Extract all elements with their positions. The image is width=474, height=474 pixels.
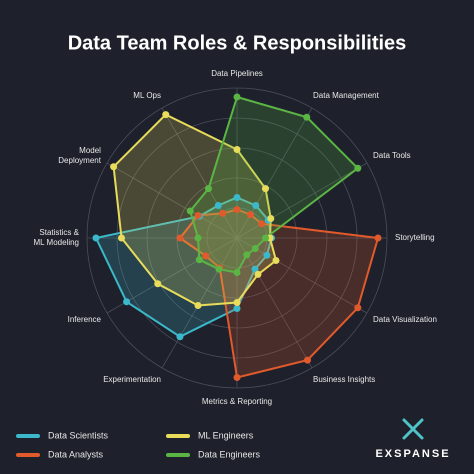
data-point <box>233 194 241 201</box>
data-point <box>118 234 125 242</box>
data-point <box>176 333 184 341</box>
grid-spoke <box>236 237 368 314</box>
data-point <box>233 374 241 381</box>
axis-label: Metrics & Reporting <box>202 397 272 406</box>
axis-label: Experimentation <box>103 375 161 384</box>
data-point <box>194 212 202 219</box>
data-point <box>233 206 241 213</box>
data-point <box>194 234 202 242</box>
data-point <box>374 234 382 242</box>
data-point <box>186 207 194 215</box>
data-point <box>304 356 311 364</box>
data-point <box>233 305 241 312</box>
grid-spoke <box>236 237 313 369</box>
data-point <box>162 111 170 119</box>
data-point <box>202 252 210 260</box>
data-point <box>303 113 311 121</box>
chart-title: Data Team Roles & Responsibilities <box>68 32 407 54</box>
data-point <box>195 256 203 264</box>
data-point <box>243 251 251 259</box>
logo-icon <box>402 418 424 440</box>
legend-label: Data Scientists <box>48 430 109 440</box>
data-point <box>205 185 212 193</box>
axis-label: Statistics & ML Modeling <box>33 228 79 247</box>
data-point <box>263 251 271 259</box>
data-point <box>110 163 118 171</box>
axis-label: Data Visualization <box>373 315 437 324</box>
legend-label: Data Engineers <box>198 449 261 459</box>
axis-label: Inference <box>68 315 102 324</box>
grid-spoke <box>106 162 238 239</box>
axis-label: Data Management <box>313 91 380 100</box>
data-point <box>123 298 131 306</box>
data-point <box>254 270 262 278</box>
axis-label: Storytelling <box>395 233 435 242</box>
axis-label: Model Deployment <box>58 146 101 165</box>
axis-label: ML Ops <box>133 91 161 100</box>
data-point <box>262 234 269 242</box>
data-point <box>262 185 269 193</box>
legend-label: Data Analysts <box>48 449 104 459</box>
data-point <box>247 211 254 219</box>
data-point <box>272 257 280 264</box>
data-point <box>233 146 241 153</box>
data-point <box>267 215 275 222</box>
data-point <box>354 164 362 172</box>
data-point <box>233 269 241 276</box>
data-point <box>252 202 260 210</box>
data-point <box>233 93 241 101</box>
axis-label: Data Pipelines <box>211 69 263 78</box>
axis-label: Business Insights <box>313 375 375 384</box>
data-point <box>154 280 162 288</box>
data-point <box>194 302 202 310</box>
data-point <box>258 220 266 228</box>
data-point <box>251 265 259 273</box>
axis-label: Data Tools <box>373 151 411 160</box>
data-point <box>219 209 227 217</box>
legend-label: ML Engineers <box>198 430 254 440</box>
data-point <box>354 304 362 312</box>
data-point <box>215 265 223 273</box>
data-point <box>92 234 100 242</box>
brand-logo: EXSPANSE <box>375 448 450 460</box>
data-point <box>233 299 241 306</box>
data-point <box>176 234 184 242</box>
grid-spoke <box>236 162 368 239</box>
data-point <box>214 202 222 210</box>
data-point <box>251 245 259 252</box>
